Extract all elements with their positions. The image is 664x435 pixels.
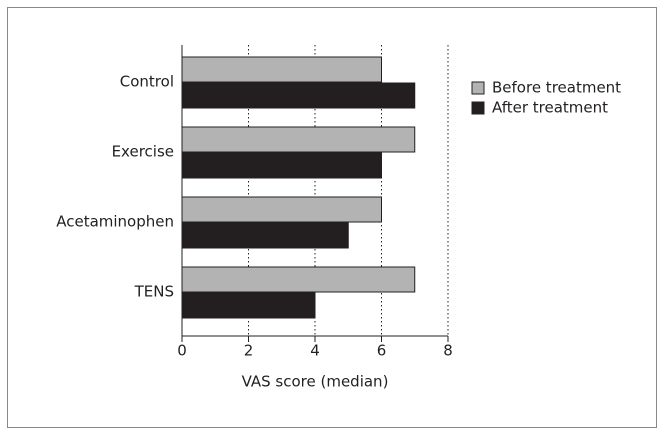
bar [181,82,416,109]
legend-label: Before treatment [492,79,621,97]
bar [181,126,416,153]
bar [181,222,349,249]
y-tick-label: Control [120,73,174,91]
y-tick-label: Acetaminophen [56,213,174,231]
bar [181,56,382,83]
x-tick-label: 2 [244,342,254,360]
legend-label: After treatment [492,99,608,117]
legend-swatch [471,81,485,95]
bar [181,152,382,179]
bar [181,292,316,319]
y-tick-label: Exercise [112,143,174,161]
x-tick-label: 0 [177,342,187,360]
legend-swatch [471,101,485,115]
x-tick-label: 8 [443,342,453,360]
bar [181,196,382,223]
y-tick-label: TENS [134,283,174,301]
x-axis-label: VAS score (median) [242,373,389,391]
frame [7,7,657,428]
bar [181,266,416,293]
x-tick-label: 6 [377,342,387,360]
x-tick-label: 4 [310,342,320,360]
